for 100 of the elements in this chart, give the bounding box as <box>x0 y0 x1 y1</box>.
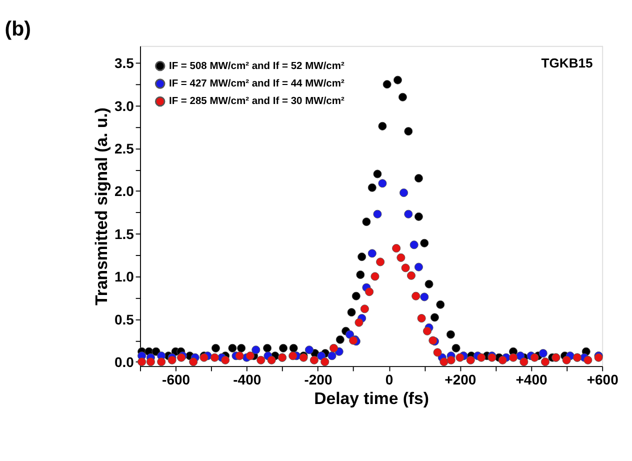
point <box>433 348 442 357</box>
y-tick-label: 3.5 <box>114 55 134 72</box>
point <box>401 264 410 272</box>
point <box>476 353 486 362</box>
point <box>252 346 260 354</box>
point <box>329 344 338 352</box>
legend-label: IF = 427 MW/cm² and If = 44 MW/cm² <box>168 78 345 90</box>
point <box>168 356 176 364</box>
point <box>446 330 455 339</box>
y-tick-label: 0.0 <box>114 354 134 370</box>
point <box>530 353 539 362</box>
x-tick-label: +600 <box>586 371 619 388</box>
point <box>210 353 219 362</box>
point <box>520 358 528 366</box>
y-tick-label: 1.0 <box>114 268 134 285</box>
point <box>406 271 416 280</box>
point <box>189 358 198 366</box>
y-tick-label: 3.0 <box>114 98 134 114</box>
point <box>392 244 401 253</box>
point <box>424 280 434 288</box>
point <box>221 356 230 364</box>
point <box>404 210 413 218</box>
x-axis-title: Delay time (fs) <box>314 388 429 408</box>
point <box>310 356 318 364</box>
point <box>452 344 460 352</box>
point <box>440 358 448 366</box>
x-tick-label: -600 <box>162 371 190 388</box>
point <box>263 344 272 352</box>
x-tick-label: 0 <box>385 371 394 388</box>
y-tick-label: 1.5 <box>114 226 134 242</box>
annotation: TGKB15 <box>541 55 593 70</box>
y-tick-label: 0.5 <box>114 311 134 328</box>
point <box>414 212 423 221</box>
point <box>354 318 364 327</box>
point <box>376 258 385 266</box>
point <box>368 183 376 192</box>
point <box>358 252 366 262</box>
point <box>370 272 380 281</box>
point <box>256 356 266 364</box>
point <box>157 358 166 366</box>
point <box>498 356 507 364</box>
point <box>289 344 298 352</box>
point <box>538 349 548 358</box>
point <box>373 210 382 218</box>
y-axis-title: Transmitted signal (a. u.) <box>92 108 112 306</box>
point <box>420 292 429 302</box>
point <box>422 326 432 336</box>
point <box>456 353 464 362</box>
point <box>320 358 330 366</box>
point <box>410 240 418 250</box>
point <box>304 346 314 354</box>
point <box>436 300 445 309</box>
point <box>373 170 382 178</box>
point <box>378 122 387 130</box>
point <box>362 218 371 226</box>
point <box>360 304 369 314</box>
point <box>382 80 392 89</box>
point <box>146 358 155 366</box>
point <box>345 330 354 339</box>
chart-title: (b) <box>4 18 32 41</box>
point <box>414 262 423 272</box>
point <box>393 76 402 84</box>
point <box>235 352 244 360</box>
point <box>267 356 276 364</box>
point <box>446 356 456 364</box>
legend-label: IF = 508 MW/cm² and If = 52 MW/cm² <box>168 60 345 72</box>
point <box>414 174 423 183</box>
legend-label: IF = 285 MW/cm² and If = 30 MW/cm² <box>168 96 345 108</box>
point <box>378 179 387 188</box>
point <box>352 292 360 300</box>
x-tick-label: +400 <box>516 371 548 388</box>
point <box>466 356 475 364</box>
point <box>336 335 344 344</box>
point <box>562 356 571 364</box>
y-tick-label: 2.5 <box>114 140 134 156</box>
point <box>347 308 356 317</box>
point <box>412 292 420 300</box>
point <box>398 92 407 102</box>
point <box>396 253 406 262</box>
point <box>584 356 592 364</box>
point <box>368 249 376 258</box>
x-tick-label: -200 <box>304 371 332 388</box>
point <box>237 344 246 352</box>
point <box>138 358 146 366</box>
point <box>288 352 298 360</box>
point <box>400 188 408 198</box>
point <box>246 352 254 360</box>
point <box>211 344 220 352</box>
point <box>317 352 326 360</box>
point <box>540 358 550 366</box>
point <box>356 270 365 280</box>
point <box>417 314 426 323</box>
point <box>228 344 237 352</box>
point <box>404 127 413 136</box>
point <box>420 238 429 248</box>
point <box>365 288 374 296</box>
x-tick-label: -400 <box>233 371 262 388</box>
x-tick-label: +200 <box>444 371 476 388</box>
y-tick-label: 2.0 <box>114 183 134 200</box>
point <box>508 353 518 362</box>
